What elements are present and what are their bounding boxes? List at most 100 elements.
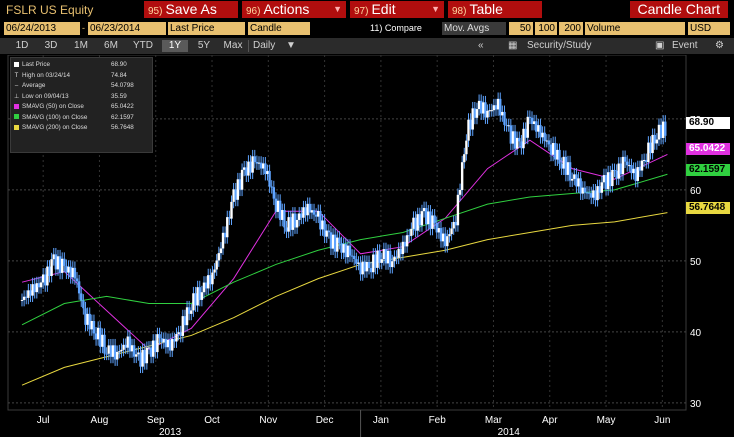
candle-body: [564, 156, 568, 175]
candle-body: [367, 261, 371, 269]
lower-chart-select[interactable]: Volume: [585, 22, 685, 35]
range-ytd[interactable]: YTD: [133, 40, 153, 51]
candle-body: [37, 283, 41, 288]
candle-body: [573, 174, 576, 179]
candle-body: [295, 219, 299, 228]
candle-body: [215, 260, 218, 270]
candle-body: [270, 186, 273, 188]
candle-body: [554, 143, 557, 160]
candle-body: [310, 210, 314, 213]
ma2-field[interactable]: 100: [535, 22, 557, 35]
candle-body: [128, 336, 132, 352]
end-date-field[interactable]: 06/23/2014: [88, 22, 166, 35]
mov-avgs-label[interactable]: Mov. Avgs: [442, 22, 506, 35]
event-button[interactable]: Event: [672, 40, 698, 51]
candle-body: [56, 256, 60, 270]
start-date-field[interactable]: 06/24/2013: [4, 22, 80, 35]
candle-body: [230, 201, 233, 219]
candle-body: [253, 156, 256, 162]
candle-body: [460, 162, 464, 190]
candle-body: [604, 175, 608, 190]
candle-body: [109, 345, 113, 357]
candle-body: [609, 172, 612, 187]
chevron-down-icon[interactable]: ▼: [286, 40, 296, 51]
candle-body: [54, 254, 58, 270]
candle-body: [638, 167, 642, 171]
candle-body: [185, 307, 189, 326]
candle-body: [63, 258, 66, 266]
range-1d[interactable]: 1D: [15, 40, 29, 51]
candle-body: [596, 186, 599, 201]
candle-body: [471, 108, 474, 130]
candle-body: [520, 141, 523, 149]
currency-select[interactable]: USD: [688, 22, 730, 35]
candle-body: [389, 250, 392, 268]
candle-body: [298, 213, 301, 220]
candle-body: [124, 344, 127, 348]
candle-body: [126, 336, 130, 348]
edit-button[interactable]: 97) Edit ▼: [350, 1, 444, 18]
candle-body: [621, 156, 625, 175]
candle-body: [135, 354, 138, 357]
range-max[interactable]: Max: [223, 40, 243, 51]
candle-body: [90, 320, 94, 330]
candle-body: [281, 210, 284, 220]
candle-body: [530, 117, 534, 124]
candle-body: [242, 167, 246, 170]
candle-body: [278, 200, 282, 220]
square-yellow-icon: [14, 124, 19, 130]
candle-body: [226, 217, 229, 238]
save-as-button[interactable]: 95) Save As: [144, 1, 238, 18]
candle-body: [424, 208, 428, 225]
candle-body: [410, 228, 413, 236]
compare-button[interactable]: 11) Compare: [370, 23, 422, 33]
security-study-button[interactable]: Security/Study: [527, 40, 592, 51]
x-tick-label: Oct: [204, 415, 220, 426]
range-3d[interactable]: 3D: [44, 40, 58, 51]
candle-body: [579, 178, 582, 194]
range-6m[interactable]: 6M: [104, 40, 118, 51]
candle-body: [202, 282, 206, 293]
candle-body: [361, 261, 364, 275]
ma3-field[interactable]: 200: [559, 22, 583, 35]
table-button[interactable]: 98) Table: [448, 1, 542, 18]
ma1-field[interactable]: 50: [509, 22, 533, 35]
candle-body: [585, 192, 589, 194]
candle-body: [615, 170, 618, 179]
candle-body: [145, 347, 149, 364]
price-chart[interactable]: 3040506070JulAugSepOctNovDecJanFebMarApr…: [0, 55, 734, 437]
collapse-icon[interactable]: «: [478, 40, 484, 51]
x-tick-label: Feb: [429, 415, 447, 426]
candle-body: [350, 255, 354, 257]
ticker-label[interactable]: FSLR US Equity: [6, 3, 94, 17]
chart-style-select[interactable]: Candle: [248, 22, 310, 35]
candle-body: [422, 208, 426, 212]
candle-body: [524, 128, 527, 138]
gear-icon[interactable]: ⚙: [715, 40, 724, 51]
candle-body: [84, 308, 87, 325]
actions-button[interactable]: 96) Actions ▼: [242, 1, 346, 18]
range-1y[interactable]: 1Y: [162, 40, 188, 52]
candle-body: [75, 278, 79, 282]
candle-body: [58, 256, 62, 273]
chart-icon: ▦: [508, 40, 518, 51]
candle-body: [314, 214, 318, 217]
candle-body: [317, 210, 320, 217]
candle-body: [29, 290, 32, 296]
candle-body: [664, 121, 667, 136]
candle-body: [291, 213, 295, 230]
candle-body: [336, 237, 339, 252]
candle-body: [433, 215, 436, 223]
candle-body: [437, 228, 441, 233]
range-1m[interactable]: 1M: [74, 40, 88, 51]
candle-body: [113, 345, 117, 360]
period-select[interactable]: Daily: [253, 40, 276, 51]
candle-body: [488, 110, 491, 112]
y-tick-label: 50: [690, 257, 702, 268]
candle-body: [560, 163, 563, 169]
candle-body: [111, 345, 115, 357]
x-tick-label: Mar: [485, 415, 503, 426]
range-5y[interactable]: 5Y: [197, 40, 211, 51]
price-field-select[interactable]: Last Price: [168, 22, 245, 35]
candle-body: [96, 327, 100, 340]
